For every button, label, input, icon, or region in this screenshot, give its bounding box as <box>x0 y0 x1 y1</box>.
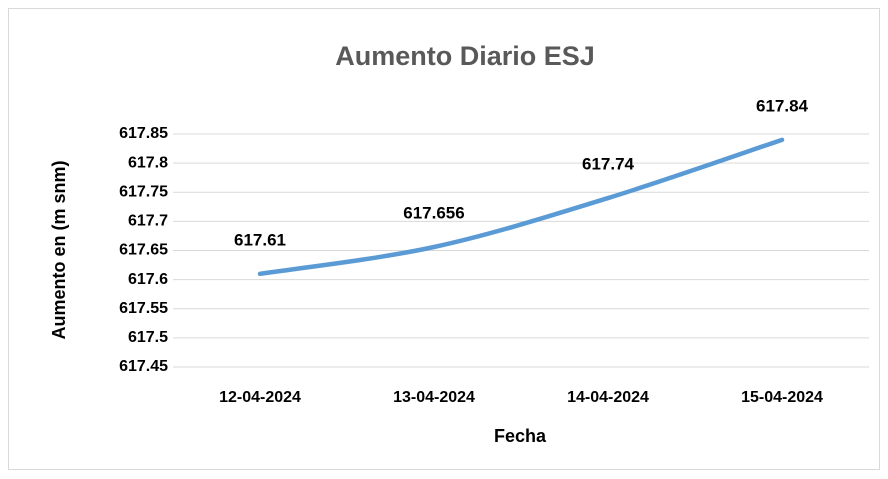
y-tick-label: 617.45 <box>119 358 168 375</box>
chart-title: Aumento Diario ESJ <box>335 41 595 71</box>
x-axis-title: Fecha <box>494 426 547 446</box>
y-tick-label: 617.6 <box>128 271 168 288</box>
chart-frame <box>8 8 880 470</box>
x-tick-label: 15-04-2024 <box>741 389 823 406</box>
y-tick-label: 617.7 <box>128 213 168 230</box>
y-tick-label: 617.5 <box>128 329 168 346</box>
data-label: 617.84 <box>756 96 809 115</box>
y-tick-label: 617.65 <box>119 242 168 259</box>
x-tick-label: 12-04-2024 <box>219 389 301 406</box>
x-tick-label: 14-04-2024 <box>567 389 649 406</box>
y-tick-label: 617.8 <box>128 154 168 171</box>
y-tick-label: 617.55 <box>119 300 168 317</box>
data-label: 617.74 <box>582 155 635 174</box>
x-tick-label: 13-04-2024 <box>393 389 475 406</box>
y-tick-label: 617.85 <box>119 125 168 142</box>
y-axis-title: Aumento en (m snm) <box>49 160 69 339</box>
y-tick-label: 617.75 <box>119 183 168 200</box>
data-line <box>257 137 785 277</box>
data-label: 617.656 <box>403 203 464 222</box>
data-label: 617.61 <box>234 230 286 249</box>
